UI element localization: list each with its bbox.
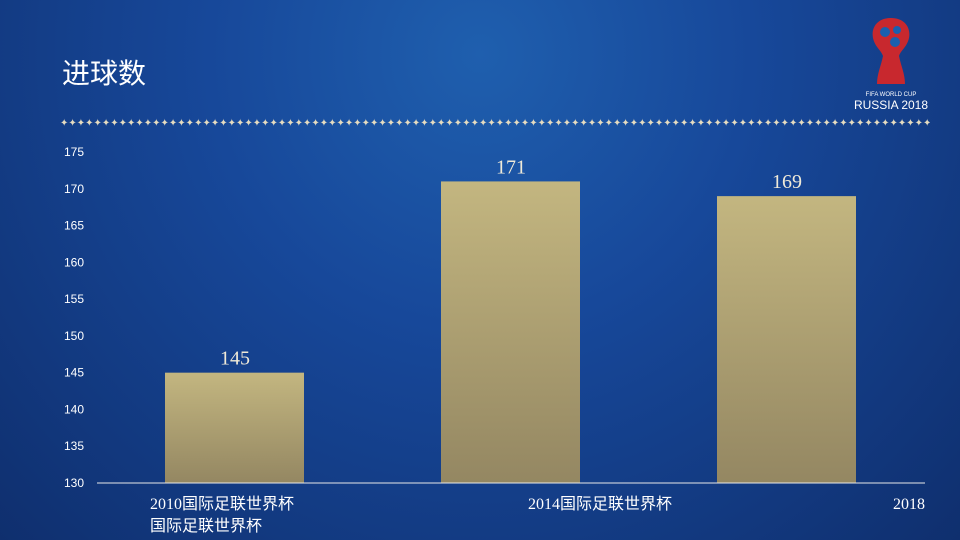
x-category-label: 2010国际足联世界杯 国际足联世界杯	[150, 496, 295, 535]
star-divider: ✦✦✦✦✦✦✦✦✦✦✦✦✦✦✦✦✦✦✦✦✦✦✦✦✦✦✦✦✦✦✦✦✦✦✦✦✦✦✦✦…	[60, 118, 930, 129]
y-tick-label: 145	[64, 366, 84, 380]
world-cup-logo: FIFA WORLD CUP RUSSIA 2018	[854, 18, 928, 112]
data-label: 169	[772, 171, 802, 193]
data-label: 171	[496, 156, 526, 178]
bar	[441, 181, 580, 483]
y-tick-label: 165	[64, 219, 84, 233]
y-tick-label: 155	[64, 292, 84, 306]
y-tick-label: 135	[64, 439, 84, 453]
y-tick-label: 140	[64, 402, 84, 416]
logo-line2: RUSSIA 2018	[854, 98, 928, 112]
y-tick-label: 130	[64, 476, 84, 490]
bar	[717, 196, 856, 483]
y-tick-label: 160	[64, 255, 84, 269]
x-category-label: 2014国际足联世界杯	[528, 496, 673, 513]
y-tick-label: 170	[64, 182, 84, 196]
y-tick-label: 175	[64, 145, 84, 159]
x-category-label: 2018	[893, 496, 925, 513]
bar	[165, 372, 304, 483]
logo-line1: FIFA WORLD CUP	[866, 92, 917, 98]
y-tick-label: 150	[64, 329, 84, 343]
data-label: 145	[220, 348, 250, 370]
slide-title: 进球数	[62, 57, 147, 90]
